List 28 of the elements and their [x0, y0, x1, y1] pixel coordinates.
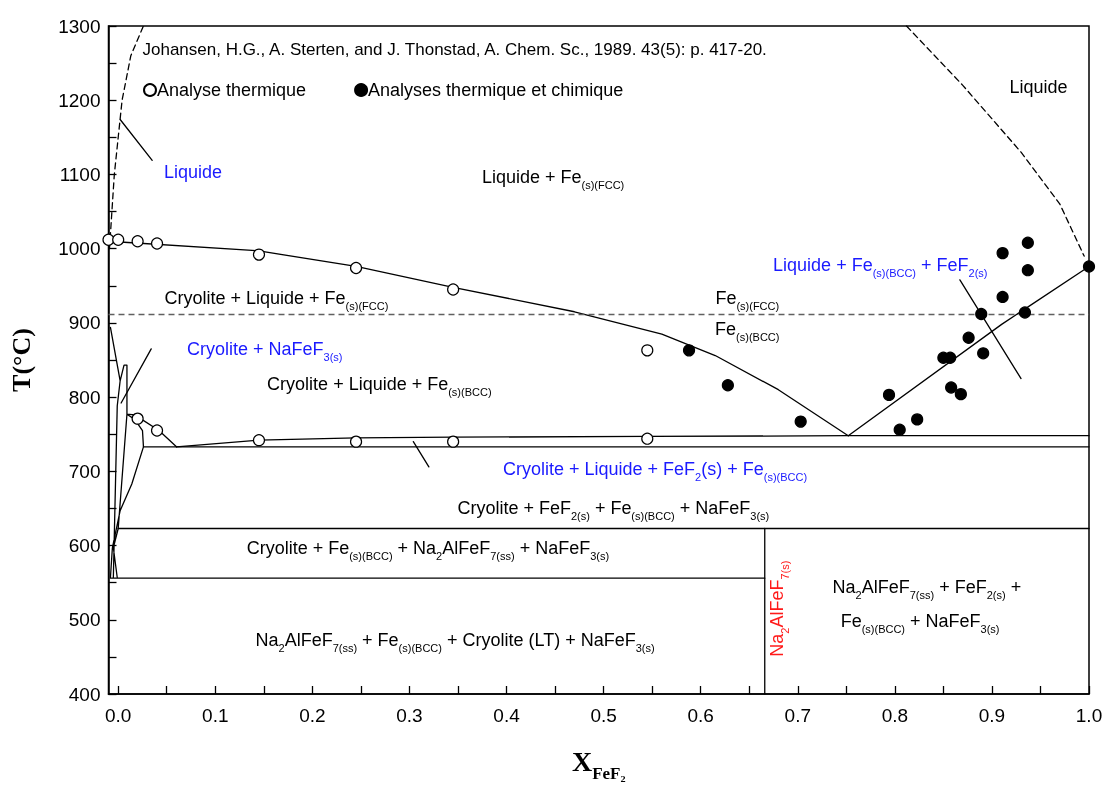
x-tick-label: 0.7 [784, 705, 811, 726]
annotation: Liquide [1009, 76, 1068, 97]
y-tick-label: 1300 [58, 15, 101, 37]
y-axis-title: T(°C) [6, 328, 36, 392]
legend-label: Analyse thermique [157, 80, 307, 100]
y-tick-label: 700 [68, 460, 101, 482]
x-tick-label: 0.6 [687, 705, 714, 726]
annotation: Na2AlFeF7(s) [767, 560, 792, 657]
y-tick-label: 400 [68, 683, 101, 705]
x-tick-label: 0.9 [978, 705, 1006, 726]
x-tick-label: 0.1 [202, 705, 229, 726]
y-tick-label: 800 [68, 386, 101, 408]
y-tick-label: 600 [68, 535, 101, 557]
x-tick-label: 0.5 [590, 705, 617, 726]
x-tick-label: 0.2 [299, 705, 326, 726]
x-tick-label: 0.0 [105, 705, 132, 726]
x-tick-label: 0.3 [396, 705, 423, 726]
y-tick-label: 500 [68, 609, 101, 631]
x-tick-label: 0.4 [493, 705, 521, 726]
annotation: Johansen, H.G., A. Sterten, and J. Thonstad, A. Chem. Sc., 1989. 43(5): p. 417-20. [142, 40, 767, 60]
y-tick-label: 1200 [58, 89, 101, 111]
annotation: Liquide [163, 162, 222, 183]
y-tick-label: 1100 [59, 163, 101, 185]
x-tick-label: 1.0 [1075, 705, 1103, 726]
legend-label: Analyses thermique et chimique [368, 80, 624, 100]
x-tick-label: 0.8 [881, 705, 909, 726]
y-tick-label: 1000 [58, 238, 101, 260]
y-tick-label: 900 [68, 312, 101, 334]
